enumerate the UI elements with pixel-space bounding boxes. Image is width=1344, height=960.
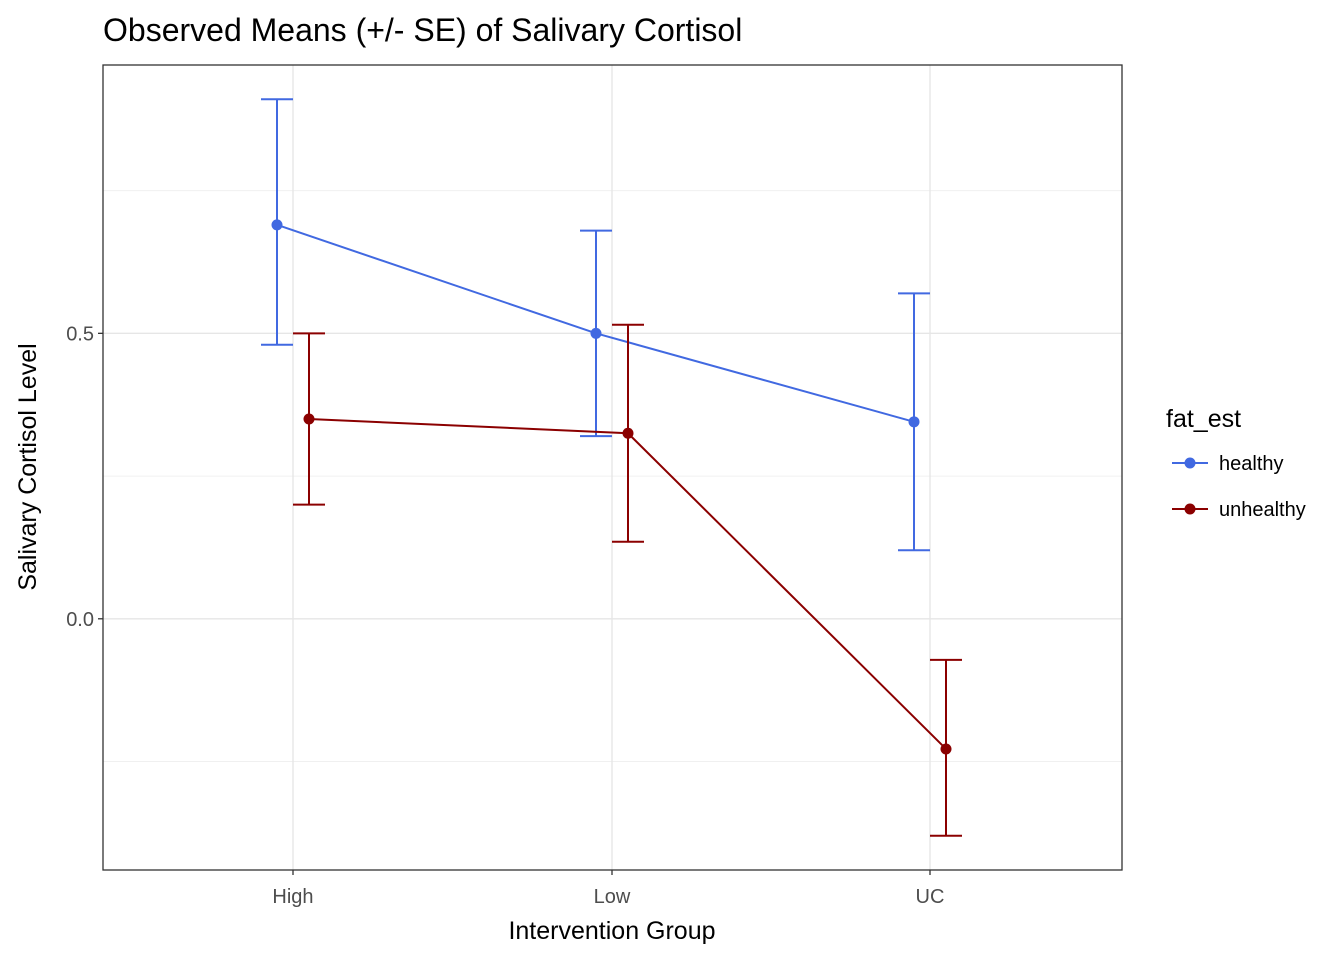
data-point xyxy=(622,427,634,439)
data-point xyxy=(303,413,315,425)
data-point xyxy=(271,219,283,231)
y-tick-label: 0.5 xyxy=(66,323,94,345)
y-tick-label: 0.0 xyxy=(66,609,94,631)
data-point xyxy=(908,416,920,428)
x-tick-label: High xyxy=(272,886,313,908)
grid xyxy=(103,65,1122,870)
legend-title: fat_est xyxy=(1166,405,1241,433)
chart-title: Observed Means (+/- SE) of Salivary Cort… xyxy=(103,12,742,48)
y-axis: 0.0 0.5 xyxy=(66,323,103,631)
data-point xyxy=(940,743,952,755)
legend: fat_est healthy unhealthy xyxy=(1166,405,1306,521)
series-unhealthy xyxy=(293,323,962,837)
series-healthy xyxy=(261,98,930,552)
series-layer xyxy=(261,98,962,837)
legend-key-point xyxy=(1184,457,1196,469)
y-axis-title: Salivary Cortisol Level xyxy=(14,343,42,590)
x-tick-label: Low xyxy=(594,886,631,908)
x-axis-title: Intervention Group xyxy=(508,917,715,945)
data-point xyxy=(590,327,602,339)
legend-label-healthy: healthy xyxy=(1219,453,1284,475)
legend-label-unhealthy: unhealthy xyxy=(1219,499,1306,521)
x-axis: High Low UC xyxy=(272,870,944,908)
legend-key-point xyxy=(1184,503,1196,515)
x-tick-label: UC xyxy=(916,886,945,908)
